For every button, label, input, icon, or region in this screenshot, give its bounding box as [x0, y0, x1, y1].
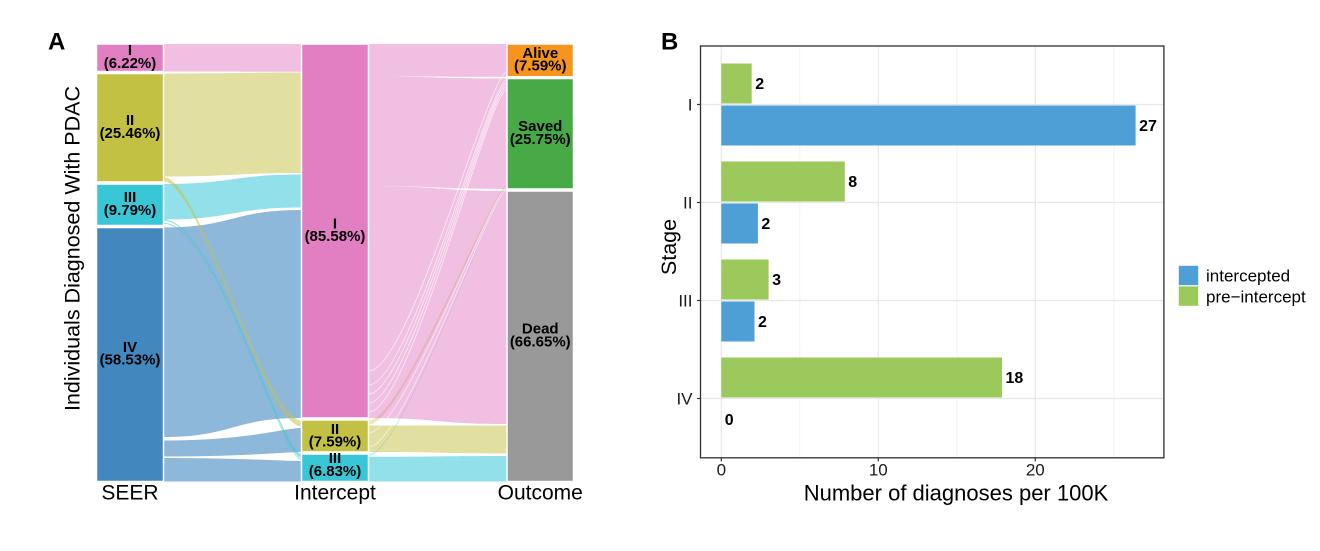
svg-text:(58.53%): (58.53%)	[100, 352, 161, 369]
svg-text:Dead: Dead	[522, 321, 559, 338]
svg-text:III: III	[329, 450, 342, 467]
svg-text:Number of diagnoses per 100K: Number of diagnoses per 100K	[804, 481, 1109, 506]
svg-text:(6.83%): (6.83%)	[309, 463, 362, 480]
svg-text:I: I	[333, 215, 337, 232]
svg-text:I: I	[128, 42, 132, 59]
svg-text:II: II	[331, 421, 339, 438]
svg-text:(9.79%): (9.79%)	[104, 202, 157, 219]
svg-text:Alive: Alive	[522, 45, 558, 62]
svg-text:SEER: SEER	[101, 482, 158, 505]
svg-text:intercepted: intercepted	[1206, 267, 1290, 286]
svg-text:IV: IV	[123, 339, 137, 356]
svg-text:Individuals Diagnosed With PDA: Individuals Diagnosed With PDAC	[61, 86, 85, 411]
svg-text:(25.75%): (25.75%)	[510, 131, 571, 148]
svg-text:2: 2	[755, 76, 764, 93]
svg-text:II: II	[683, 194, 692, 213]
svg-text:III: III	[678, 292, 692, 311]
svg-text:B: B	[661, 29, 678, 56]
svg-text:8: 8	[848, 174, 857, 191]
svg-text:2: 2	[761, 216, 770, 233]
svg-text:Stage: Stage	[657, 219, 681, 275]
svg-text:0: 0	[717, 461, 726, 480]
svg-text:Saved: Saved	[518, 118, 562, 135]
svg-text:pre−intercept: pre−intercept	[1206, 287, 1306, 306]
svg-text:Outcome: Outcome	[498, 482, 583, 505]
svg-text:(25.46%): (25.46%)	[100, 125, 161, 142]
svg-text:(6.22%): (6.22%)	[104, 55, 157, 72]
svg-text:3: 3	[772, 272, 781, 289]
svg-text:Intercept: Intercept	[294, 482, 376, 505]
svg-text:IV: IV	[676, 390, 693, 409]
svg-text:(66.65%): (66.65%)	[510, 333, 571, 350]
svg-text:(7.59%): (7.59%)	[514, 58, 567, 75]
svg-text:A: A	[48, 29, 65, 56]
svg-text:I: I	[688, 96, 693, 115]
svg-text:10: 10	[869, 461, 888, 480]
svg-text:(85.58%): (85.58%)	[305, 228, 366, 245]
svg-text:18: 18	[1006, 370, 1024, 387]
svg-text:2: 2	[758, 314, 767, 331]
svg-text:III: III	[124, 189, 137, 206]
svg-text:(7.59%): (7.59%)	[309, 434, 362, 451]
svg-text:20: 20	[1026, 461, 1045, 480]
svg-text:II: II	[126, 112, 134, 129]
svg-text:27: 27	[1139, 118, 1157, 135]
svg-text:0: 0	[725, 412, 734, 429]
